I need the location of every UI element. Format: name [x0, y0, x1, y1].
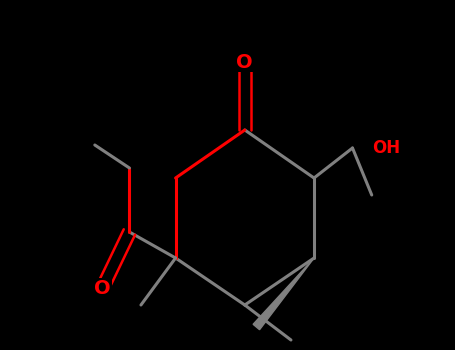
Polygon shape [253, 258, 314, 330]
Text: OH: OH [372, 139, 400, 157]
Text: O: O [237, 52, 253, 71]
Text: O: O [94, 279, 111, 298]
